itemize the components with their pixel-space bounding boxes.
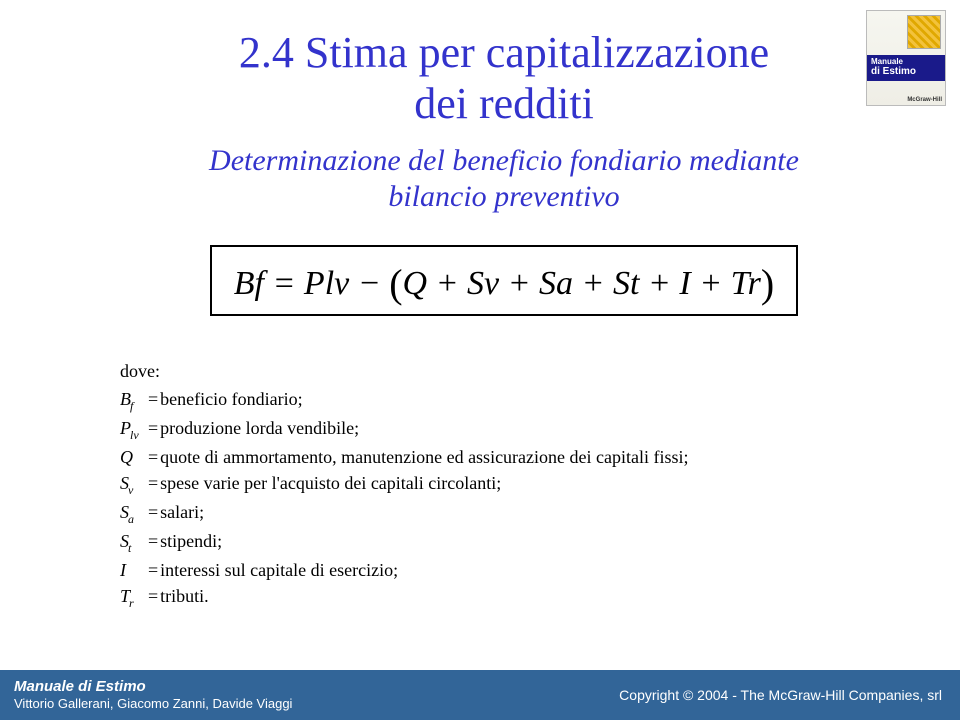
definition-row: Sa= salari; — [120, 499, 900, 528]
definition-text: beneficio fondiario; — [160, 386, 900, 412]
formula-lead: Plv — [304, 265, 349, 302]
definition-text: interessi sul capitale di esercizio; — [160, 557, 900, 583]
definition-row: St= stipendi; — [120, 528, 900, 557]
formula-open-paren: ( — [389, 261, 402, 306]
formula-minus: − — [358, 265, 389, 302]
definitions-block: dove: Bf= beneficio fondiario;Plv= produ… — [120, 358, 900, 612]
definition-equals: = — [146, 528, 160, 554]
footer-bar: Manuale di Estimo Vittorio Gallerani, Gi… — [0, 670, 960, 720]
subtitle-line-1: Determinazione del beneficio fondiario m… — [209, 144, 799, 177]
definition-equals: = — [146, 583, 160, 609]
title-line-2: dei redditi — [414, 79, 594, 128]
footer-left: Manuale di Estimo Vittorio Gallerani, Gi… — [14, 678, 292, 712]
cover-line2: di Estimo — [871, 66, 916, 77]
slide-content: 2.4 Stima per capitalizzazione dei reddi… — [0, 0, 960, 612]
cover-line1: Manuale — [871, 57, 903, 66]
slide-title: 2.4 Stima per capitalizzazione dei reddi… — [108, 28, 900, 129]
definition-text: quote di ammortamento, manutenzione ed a… — [160, 444, 900, 470]
definition-row: Bf= beneficio fondiario; — [120, 386, 900, 415]
definition-row: Tr= tributi. — [120, 583, 900, 612]
definition-symbol: Sa — [120, 499, 146, 528]
definition-equals: = — [146, 470, 160, 496]
formula-lhs: Bf — [234, 265, 264, 302]
title-line-1: 2.4 Stima per capitalizzazione — [239, 28, 769, 77]
footer-authors: Vittorio Gallerani, Giacomo Zanni, David… — [14, 696, 292, 712]
definition-symbol: I — [120, 557, 146, 583]
definition-text: spese varie per l'acquisto dei capitali … — [160, 470, 900, 496]
definition-symbol: Bf — [120, 386, 146, 415]
footer-copyright: Copyright © 2004 - The McGraw-Hill Compa… — [619, 687, 942, 703]
definition-row: I= interessi sul capitale di esercizio; — [120, 557, 900, 583]
definition-equals: = — [146, 386, 160, 412]
definition-symbol: Plv — [120, 415, 146, 444]
definition-row: Sv= spese varie per l'acquisto dei capit… — [120, 470, 900, 499]
definition-text: salari; — [160, 499, 900, 525]
subtitle-line-2: bilancio preventivo — [388, 180, 619, 213]
cover-patch — [907, 15, 941, 49]
definition-row: Plv= produzione lorda vendibile; — [120, 415, 900, 444]
definition-symbol: Tr — [120, 583, 146, 612]
cover-brand: McGraw-Hill — [907, 97, 942, 103]
definition-text: tributi. — [160, 583, 900, 609]
definition-symbol: Sv — [120, 470, 146, 499]
formula-equals: = — [272, 265, 303, 302]
definition-equals: = — [146, 415, 160, 441]
definition-text: produzione lorda vendibile; — [160, 415, 900, 441]
formula-sum: Q + Sv + Sa + St + I + Tr — [403, 265, 761, 302]
book-cover-thumbnail: Manuale di Estimo McGraw-Hill — [866, 10, 946, 106]
definition-symbol: St — [120, 528, 146, 557]
formula-close-paren: ) — [761, 261, 774, 306]
definition-equals: = — [146, 499, 160, 525]
definitions-list: Bf= beneficio fondiario;Plv= produzione … — [120, 386, 900, 612]
definition-equals: = — [146, 444, 160, 470]
definition-symbol: Q — [120, 444, 146, 470]
formula-box: Bf = Plv − (Q + Sv + Sa + St + I + Tr) — [210, 245, 799, 316]
definition-equals: = — [146, 557, 160, 583]
formula: Bf = Plv − (Q + Sv + Sa + St + I + Tr) — [234, 257, 775, 304]
slide-subtitle: Determinazione del beneficio fondiario m… — [108, 143, 900, 215]
dove-label: dove: — [120, 358, 900, 384]
definition-row: Q= quote di ammortamento, manutenzione e… — [120, 444, 900, 470]
definition-text: stipendi; — [160, 528, 900, 554]
footer-book-title: Manuale di Estimo — [14, 678, 292, 696]
